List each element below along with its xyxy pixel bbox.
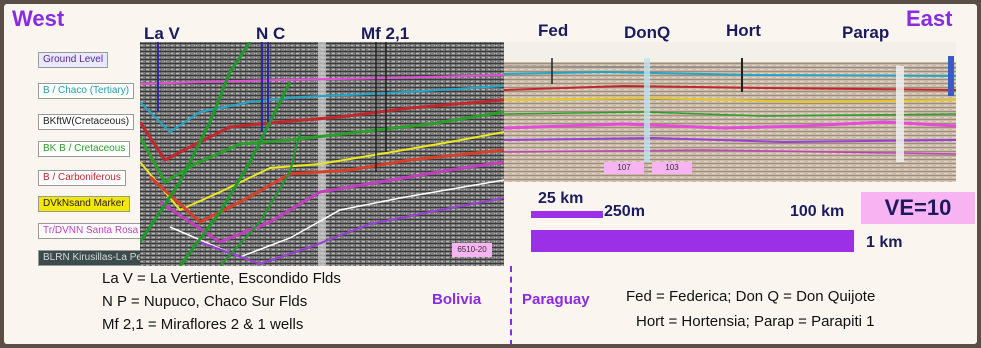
legend-la-v: La V = La Vertiente, Escondido Flds <box>102 270 341 287</box>
legend-n-p: N P = Nupuco, Chaco Sur Flds <box>102 293 308 310</box>
horizon-label-bk-cretaceous: BK B / Cretaceous <box>38 141 131 157</box>
east-label: East <box>906 6 953 31</box>
east-section-id-2: 103 <box>652 162 692 174</box>
scale-25km-label: 25 km <box>538 190 584 207</box>
cross-section-panel: West East La V N C Mf 2,1 Fed DonQ Hort … <box>4 4 977 344</box>
west-seismic-section <box>140 42 504 266</box>
west-section-id: 6510-20 <box>452 243 492 257</box>
well-label-fed: Fed <box>538 21 569 40</box>
scale-1km-label: 1 km <box>866 234 903 251</box>
vertical-exaggeration-badge: VE=10 <box>861 192 975 224</box>
legend-fed-donq: Fed = Federica; Don Q = Don Quijote <box>626 288 876 305</box>
well-label-n-c: N C <box>256 24 286 43</box>
well-label-mf: Mf 2,1 <box>361 24 410 43</box>
horizon-label-santa-rosa: Tr/DVNN Santa Rosa <box>38 223 144 239</box>
well-label-parap: Parap <box>842 23 890 42</box>
well-label-donq: DonQ <box>624 23 671 42</box>
country-paraguay: Paraguay <box>522 291 590 308</box>
horizon-label-ground-level: Ground Level <box>38 52 109 68</box>
west-label: West <box>12 6 65 31</box>
well-label-la-v: La V <box>144 24 180 43</box>
scale-bar-25km <box>531 211 603 218</box>
horizon-label-kirusillas: BLRN Kirusillas-La Pet <box>38 250 150 266</box>
legend-hort-parap: Hort = Hortensia; Parap = Parapiti 1 <box>636 313 875 330</box>
east-section-id-1: 107 <box>604 162 644 174</box>
border-divider <box>510 266 512 344</box>
well-label-hort: Hort <box>726 21 761 40</box>
horizon-label-bkftw: BKftW(Cretaceous) <box>38 114 135 130</box>
scale-250m-label: 250m <box>604 203 645 220</box>
country-bolivia: Bolivia <box>432 291 482 308</box>
horizon-label-carboniferous: B / Carboniferous <box>38 170 126 186</box>
horizon-label-chaco: B / Chaco (Tertiary) <box>38 83 135 99</box>
scale-bar-1km <box>531 230 854 252</box>
horizon-label-sand-marker: DVkNsand Marker <box>38 196 130 212</box>
east-seismic-section <box>504 42 956 182</box>
scale-100km-label: 100 km <box>790 203 845 220</box>
legend-mf: Mf 2,1 = Miraflores 2 & 1 wells <box>102 316 304 333</box>
